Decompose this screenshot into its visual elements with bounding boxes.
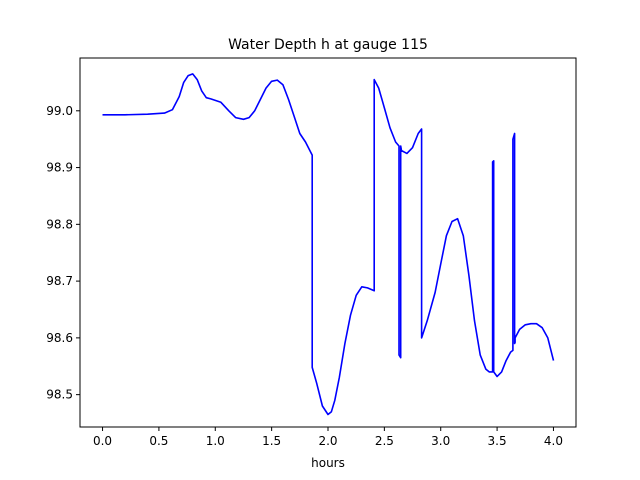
y-axis: 98.5 98.6 98.7 98.8 98.9 99.0 — [46, 104, 80, 402]
y-tick-label: 98.6 — [46, 331, 73, 345]
y-tick-label: 98.9 — [46, 161, 73, 175]
x-tick-label: 3.0 — [431, 434, 450, 448]
x-axis: 0.0 0.5 1.0 1.5 2.0 2.5 3.0 3.5 4.0 — [93, 427, 563, 448]
x-tick-label: 2.0 — [318, 434, 337, 448]
x-tick-label: 3.5 — [488, 434, 507, 448]
x-tick-label: 1.5 — [262, 434, 281, 448]
y-tick-label: 98.7 — [46, 274, 73, 288]
series-line — [102, 73, 555, 416]
x-tick-label: 4.0 — [544, 434, 563, 448]
x-tick-label: 0.0 — [93, 434, 112, 448]
chart-title: Water Depth h at gauge 115 — [228, 37, 428, 53]
plot-area — [102, 73, 555, 416]
y-tick-label: 98.8 — [46, 217, 73, 231]
x-tick-label: 1.0 — [206, 434, 225, 448]
y-tick-label: 98.5 — [46, 388, 73, 402]
x-tick-label: 2.5 — [375, 434, 394, 448]
x-tick-label: 0.5 — [149, 434, 168, 448]
x-axis-label: hours — [311, 456, 345, 470]
y-tick-label: 99.0 — [46, 104, 73, 118]
